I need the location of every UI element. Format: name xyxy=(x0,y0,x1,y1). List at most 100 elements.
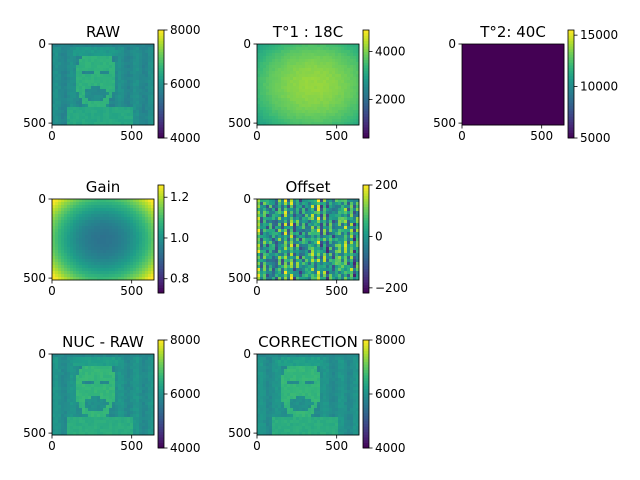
heatmap-cell xyxy=(278,62,282,66)
heatmap-cell xyxy=(142,274,146,278)
heatmap-cell xyxy=(94,74,98,78)
heatmap-cell xyxy=(275,122,279,126)
heatmap-cell xyxy=(133,250,137,254)
heatmap-cell xyxy=(326,89,330,93)
heatmap-cell xyxy=(510,59,514,63)
heatmap-cell xyxy=(106,259,110,263)
heatmap-cell xyxy=(52,107,56,111)
heatmap-cell xyxy=(284,214,288,218)
heatmap-cell xyxy=(350,59,354,63)
heatmap-cell xyxy=(353,205,357,209)
colorbar-segment xyxy=(158,209,164,213)
heatmap-cell xyxy=(266,62,270,66)
heatmap-cell xyxy=(79,220,83,224)
heatmap-cell xyxy=(91,265,95,269)
heatmap-cell xyxy=(558,113,562,117)
heatmap-cell xyxy=(106,53,110,57)
heatmap-cell xyxy=(103,250,107,254)
heatmap-cell xyxy=(356,122,360,126)
heatmap-cell xyxy=(151,104,155,108)
heatmap-cell xyxy=(148,199,152,203)
heatmap-cell xyxy=(115,244,119,248)
heatmap-cell xyxy=(260,65,264,69)
heatmap-cell xyxy=(58,65,62,69)
heatmap-cell xyxy=(314,259,318,263)
heatmap-cell xyxy=(552,86,556,90)
heatmap-cell xyxy=(335,98,339,102)
heatmap-cell xyxy=(296,122,300,126)
heatmap-cell xyxy=(70,247,74,251)
heatmap-cell xyxy=(112,211,116,215)
heatmap-cell xyxy=(350,110,354,114)
heatmap-cell xyxy=(353,50,357,54)
heatmap-cell xyxy=(522,65,526,69)
heatmap-cell xyxy=(148,205,152,209)
heatmap-cell xyxy=(263,59,267,63)
heatmap-cell xyxy=(299,244,303,248)
heatmap-cell xyxy=(88,274,92,278)
heatmap-cell xyxy=(118,98,122,102)
heatmap-cell xyxy=(82,262,86,266)
heatmap-cell xyxy=(534,113,538,117)
heatmap-cell xyxy=(314,104,318,108)
heatmap-cell xyxy=(55,110,59,114)
heatmap-cell xyxy=(335,107,339,111)
colorbar-segment xyxy=(568,86,574,90)
heatmap-cell xyxy=(275,220,279,224)
heatmap-cell xyxy=(320,83,324,87)
heatmap-cell xyxy=(76,232,80,236)
heatmap-cell xyxy=(145,250,149,254)
heatmap-cell xyxy=(82,86,86,90)
heatmap-cell xyxy=(266,214,270,218)
heatmap-cell xyxy=(317,47,321,51)
heatmap-cell xyxy=(257,59,261,63)
heatmap-cell xyxy=(94,98,98,102)
heatmap-cell xyxy=(498,116,502,120)
heatmap-cell xyxy=(486,116,490,120)
heatmap-cell xyxy=(148,250,152,254)
heatmap-cell xyxy=(287,265,291,269)
heatmap-cell xyxy=(139,116,143,120)
heatmap-cell xyxy=(58,360,62,364)
heatmap-cell xyxy=(531,56,535,60)
heatmap-cell xyxy=(308,56,312,60)
heatmap-cell xyxy=(326,253,330,257)
heatmap-cell xyxy=(260,80,264,84)
heatmap-cell xyxy=(543,104,547,108)
heatmap-cell xyxy=(127,83,131,87)
heatmap-cell xyxy=(338,268,342,272)
heatmap-cell xyxy=(272,232,276,236)
colorbar-gain: 0.81.01.2 xyxy=(157,184,189,294)
heatmap-cell xyxy=(58,62,62,66)
heatmap-cell xyxy=(284,83,288,87)
heatmap-cell xyxy=(534,74,538,78)
heatmap-cell xyxy=(73,122,77,126)
heatmap-cell xyxy=(260,110,264,114)
heatmap-cell xyxy=(495,56,499,60)
heatmap-cell xyxy=(67,95,71,99)
heatmap-cell xyxy=(329,250,333,254)
heatmap-cell xyxy=(341,62,345,66)
heatmap-cell xyxy=(546,113,550,117)
heatmap-cell xyxy=(344,104,348,108)
heatmap-cell xyxy=(133,247,137,251)
heatmap-cell xyxy=(320,202,324,206)
heatmap-cell xyxy=(139,107,143,111)
heatmap-cell xyxy=(555,122,559,126)
heatmap-cell xyxy=(555,92,559,96)
heatmap-cell xyxy=(124,98,128,102)
heatmap-cell xyxy=(462,47,466,51)
heatmap-cell xyxy=(103,274,107,278)
heatmap-cell xyxy=(302,202,306,206)
heatmap-cell xyxy=(281,241,285,245)
heatmap-cell xyxy=(97,71,101,75)
heatmap-cell xyxy=(317,110,321,114)
heatmap-cell xyxy=(486,62,490,66)
heatmap-cell xyxy=(314,65,318,69)
heatmap-cell xyxy=(58,217,62,221)
heatmap-cell xyxy=(561,50,565,54)
heatmap-cell xyxy=(257,44,261,48)
heatmap-cell xyxy=(290,71,294,75)
heatmap-cell xyxy=(106,208,110,212)
heatmap-cell xyxy=(480,83,484,87)
